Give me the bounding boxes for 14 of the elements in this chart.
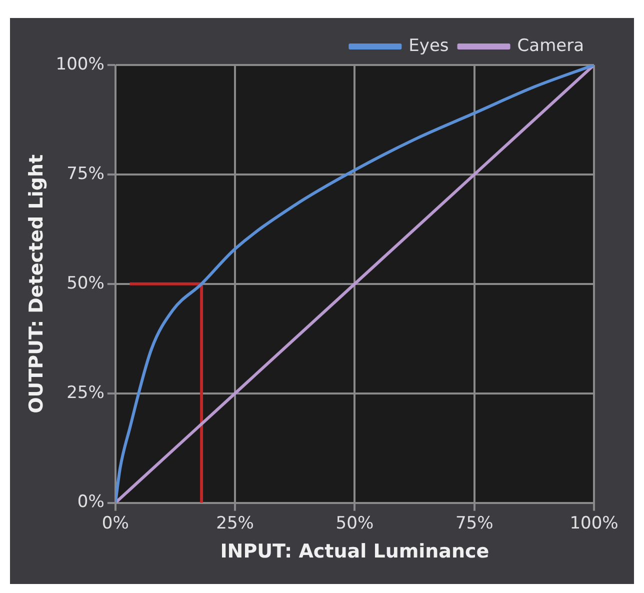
y-tick-label: 0% (77, 492, 104, 512)
x-tick-label: 25% (216, 513, 254, 534)
y-tick-label: 25% (66, 382, 104, 403)
x-axis-title: INPUT: Actual Luminance (220, 540, 490, 563)
y-tick-label: 75% (66, 164, 104, 184)
y-tick-label: 100% (56, 54, 104, 74)
y-axis-title: OUTPUT: Detected Light (25, 154, 48, 414)
legend-label: Camera (517, 36, 584, 56)
x-tick-label: 100% (570, 513, 618, 534)
x-tick-label: 75% (455, 513, 494, 534)
y-tick-label: 50% (66, 273, 104, 294)
legend-label: Eyes (408, 36, 449, 56)
x-tick-label: 0% (102, 513, 129, 534)
x-tick-label: 50% (336, 513, 374, 534)
